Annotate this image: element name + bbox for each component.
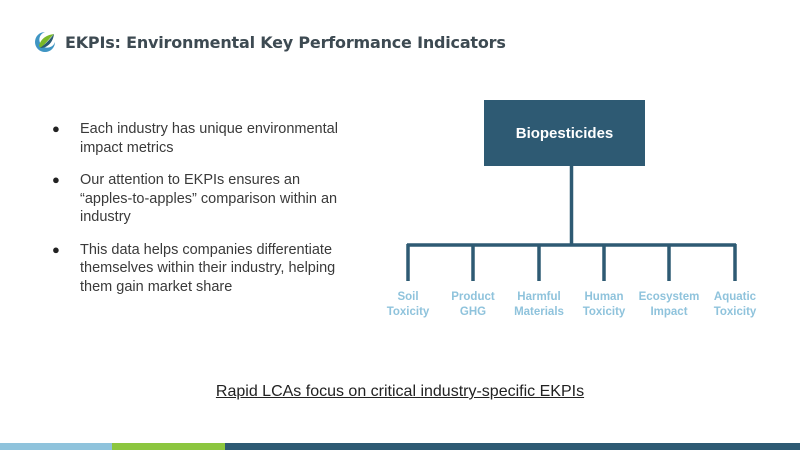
- tree-connectors: [406, 166, 737, 281]
- bottom-color-bar: [0, 443, 800, 450]
- leaf-label-line1: Ecosystem: [638, 291, 700, 303]
- bullet-item: ● This data helps companies differentiat…: [52, 241, 352, 297]
- leaf-node: Aquatic Toxicity: [698, 290, 772, 320]
- bullet-item: ● Each industry has unique environmental…: [52, 120, 352, 157]
- leaf-node: Harmful Materials: [502, 290, 576, 320]
- leaf-label-line1: Aquatic: [713, 291, 757, 303]
- leaf-label-line2: Toxicity: [713, 306, 757, 318]
- leaf-label-line1: Soil: [397, 291, 419, 303]
- bottom-bar-segment: [225, 443, 800, 450]
- leaf-label-line2: Impact: [650, 306, 688, 318]
- footer-caption: Rapid LCAs focus on critical industry-sp…: [215, 383, 585, 400]
- leaf-label-line1: Harmful: [517, 291, 561, 303]
- leaf-node: Human Toxicity: [567, 290, 641, 320]
- page-title: EKPIs: Environmental Key Performance Ind…: [65, 32, 506, 52]
- leaf-label-line2: GHG: [459, 306, 487, 318]
- leaf-label-line2: Toxicity: [386, 306, 430, 318]
- leaf-label-line2: Toxicity: [582, 306, 626, 318]
- bottom-bar-segment: [0, 443, 112, 450]
- bullet-text: Each industry has unique environmental i…: [80, 121, 338, 156]
- bullet-text: This data helps companies differentiate …: [80, 241, 336, 295]
- bullet-dot: ●: [52, 172, 60, 187]
- bottom-bar-segment: [112, 443, 225, 450]
- bullet-list: ● Each industry has unique environmental…: [52, 120, 352, 310]
- ekpi-tree-diagram: Biopesticides Soil Toxicity Product GHG …: [370, 95, 780, 335]
- bullet-item: ● Our attention to EKPIs ensures an “app…: [52, 171, 352, 227]
- leaf-label-line1: Human: [584, 291, 624, 303]
- leaf-node: Ecosystem Impact: [632, 290, 706, 320]
- bullet-dot: ●: [52, 241, 60, 257]
- leaf-label-line2: Materials: [514, 306, 564, 318]
- leaf-node: Product GHG: [436, 290, 510, 320]
- root-node-biopesticides: Biopesticides: [484, 100, 645, 166]
- leaf-label-line1: Product: [451, 291, 495, 303]
- slide-header: EKPIs: Environmental Key Performance Ind…: [33, 27, 506, 57]
- bullet-dot: ●: [52, 121, 60, 136]
- leaf-node: Soil Toxicity: [371, 290, 445, 320]
- company-logo-icon: [35, 32, 55, 52]
- bullet-text: Our attention to EKPIs ensures an “apple…: [80, 172, 338, 225]
